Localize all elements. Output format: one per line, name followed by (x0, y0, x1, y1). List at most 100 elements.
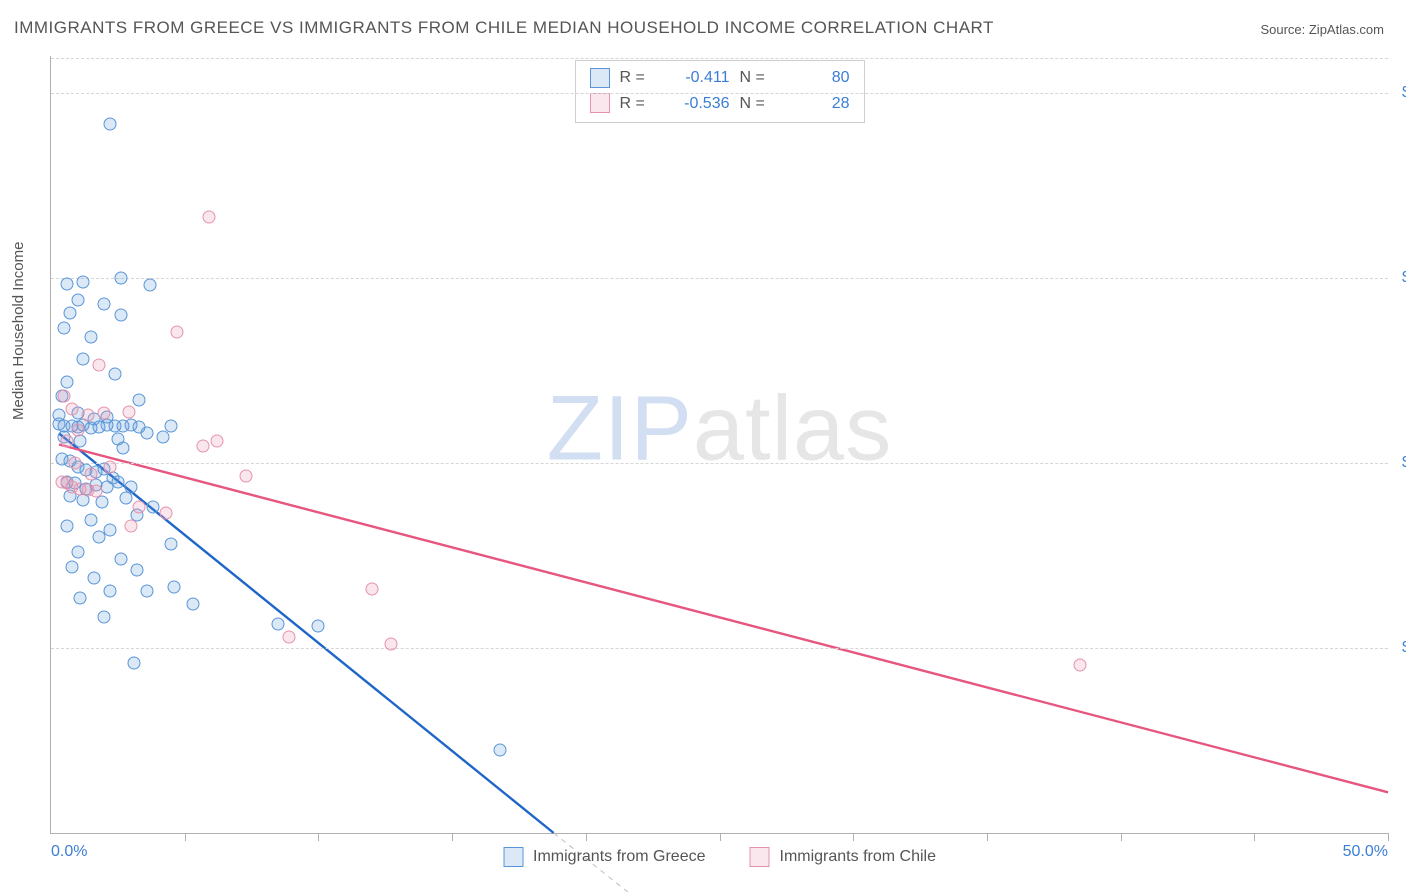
scatter-point (159, 506, 172, 519)
r-label: R = (620, 65, 656, 91)
series-legend-item: Immigrants from Chile (750, 847, 936, 867)
source-attribution: Source: ZipAtlas.com (1260, 22, 1384, 37)
scatter-point (82, 408, 95, 421)
greece-swatch-icon (590, 68, 610, 88)
scatter-point (85, 514, 98, 527)
scatter-point (186, 597, 199, 610)
scatter-point (85, 468, 98, 481)
scatter-point (272, 617, 285, 630)
scatter-point (312, 619, 325, 632)
source-link[interactable]: ZipAtlas.com (1309, 22, 1384, 37)
scatter-point (165, 538, 178, 551)
scatter-point (125, 519, 138, 532)
gridline-horizontal (51, 278, 1388, 279)
scatter-point (114, 309, 127, 322)
scatter-point (66, 560, 79, 573)
scatter-point (103, 584, 116, 597)
scatter-point (210, 434, 223, 447)
scatter-point (494, 743, 507, 756)
scatter-point (111, 475, 124, 488)
greece-swatch-icon (503, 847, 523, 867)
scatter-point (197, 440, 210, 453)
n-label: N = (740, 65, 776, 91)
scatter-point (117, 442, 130, 455)
gridline-horizontal (51, 58, 1388, 59)
scatter-point (58, 321, 71, 334)
x-tick (185, 833, 186, 841)
scatter-point (141, 584, 154, 597)
chile-swatch-icon (590, 93, 610, 113)
scatter-point (93, 358, 106, 371)
scatter-point (165, 420, 178, 433)
scatter-point (90, 484, 103, 497)
scatter-point (61, 375, 74, 388)
scatter-point (127, 656, 140, 669)
scatter-point (240, 469, 253, 482)
scatter-point (98, 610, 111, 623)
trend-line (59, 433, 554, 833)
x-axis-max-label: 50.0% (1343, 843, 1388, 861)
scatter-point (61, 434, 74, 447)
scatter-point (143, 279, 156, 292)
scatter-point (282, 630, 295, 643)
scatter-point (98, 297, 111, 310)
y-tick-label: $200,000 (1390, 84, 1406, 102)
x-tick (1121, 833, 1122, 841)
scatter-point (141, 427, 154, 440)
scatter-point (61, 277, 74, 290)
trend-lines-layer (51, 56, 1388, 833)
scatter-point (71, 423, 84, 436)
scatter-point (69, 457, 82, 470)
x-tick (586, 833, 587, 841)
scatter-point (122, 406, 135, 419)
chile-series-label: Immigrants from Chile (780, 848, 936, 866)
scatter-point (63, 307, 76, 320)
scatter-point (74, 592, 87, 605)
series-legend-item: Immigrants from Greece (503, 847, 705, 867)
scatter-point (74, 434, 87, 447)
scatter-point (130, 564, 143, 577)
chart-title: IMMIGRANTS FROM GREECE VS IMMIGRANTS FRO… (14, 18, 994, 38)
scatter-point (87, 571, 100, 584)
gridline-horizontal (51, 93, 1388, 94)
y-tick-label: $50,000 (1390, 639, 1406, 657)
scatter-point (85, 331, 98, 344)
chile-swatch-icon (750, 847, 770, 867)
y-tick-label: $100,000 (1390, 454, 1406, 472)
scatter-point (71, 294, 84, 307)
source-prefix: Source: (1260, 22, 1308, 37)
scatter-point (157, 431, 170, 444)
x-tick (720, 833, 721, 841)
x-tick (987, 833, 988, 841)
scatter-point (133, 501, 146, 514)
watermark: ZIPatlas (547, 376, 892, 481)
scatter-point (71, 545, 84, 558)
scatter-point (365, 582, 378, 595)
scatter-point (133, 394, 146, 407)
correlation-legend-row: R = -0.411 N = 80 (590, 65, 850, 91)
correlation-legend-row: R = -0.536 N = 28 (590, 91, 850, 117)
x-tick (1254, 833, 1255, 841)
scatter-point (77, 353, 90, 366)
watermark-zip: ZIP (547, 377, 693, 479)
scatter-point (146, 501, 159, 514)
x-tick (452, 833, 453, 841)
x-tick (1388, 833, 1389, 841)
chile-n-value: 28 (786, 91, 850, 117)
gridline-horizontal (51, 648, 1388, 649)
correlation-legend: R = -0.411 N = 80 R = -0.536 N = 28 (575, 60, 865, 123)
greece-series-label: Immigrants from Greece (533, 848, 705, 866)
scatter-point (61, 519, 74, 532)
x-axis-min-label: 0.0% (51, 843, 87, 861)
y-axis-label: Median Household Income (10, 242, 27, 420)
scatter-point (114, 272, 127, 285)
scatter-point (109, 368, 122, 381)
scatter-point (58, 390, 71, 403)
x-tick (853, 833, 854, 841)
greece-n-value: 80 (786, 65, 850, 91)
scatter-point (103, 460, 116, 473)
scatter-point (103, 118, 116, 131)
gridline-horizontal (51, 463, 1388, 464)
series-legend: Immigrants from Greece Immigrants from C… (503, 847, 936, 867)
scatter-point (1074, 658, 1087, 671)
